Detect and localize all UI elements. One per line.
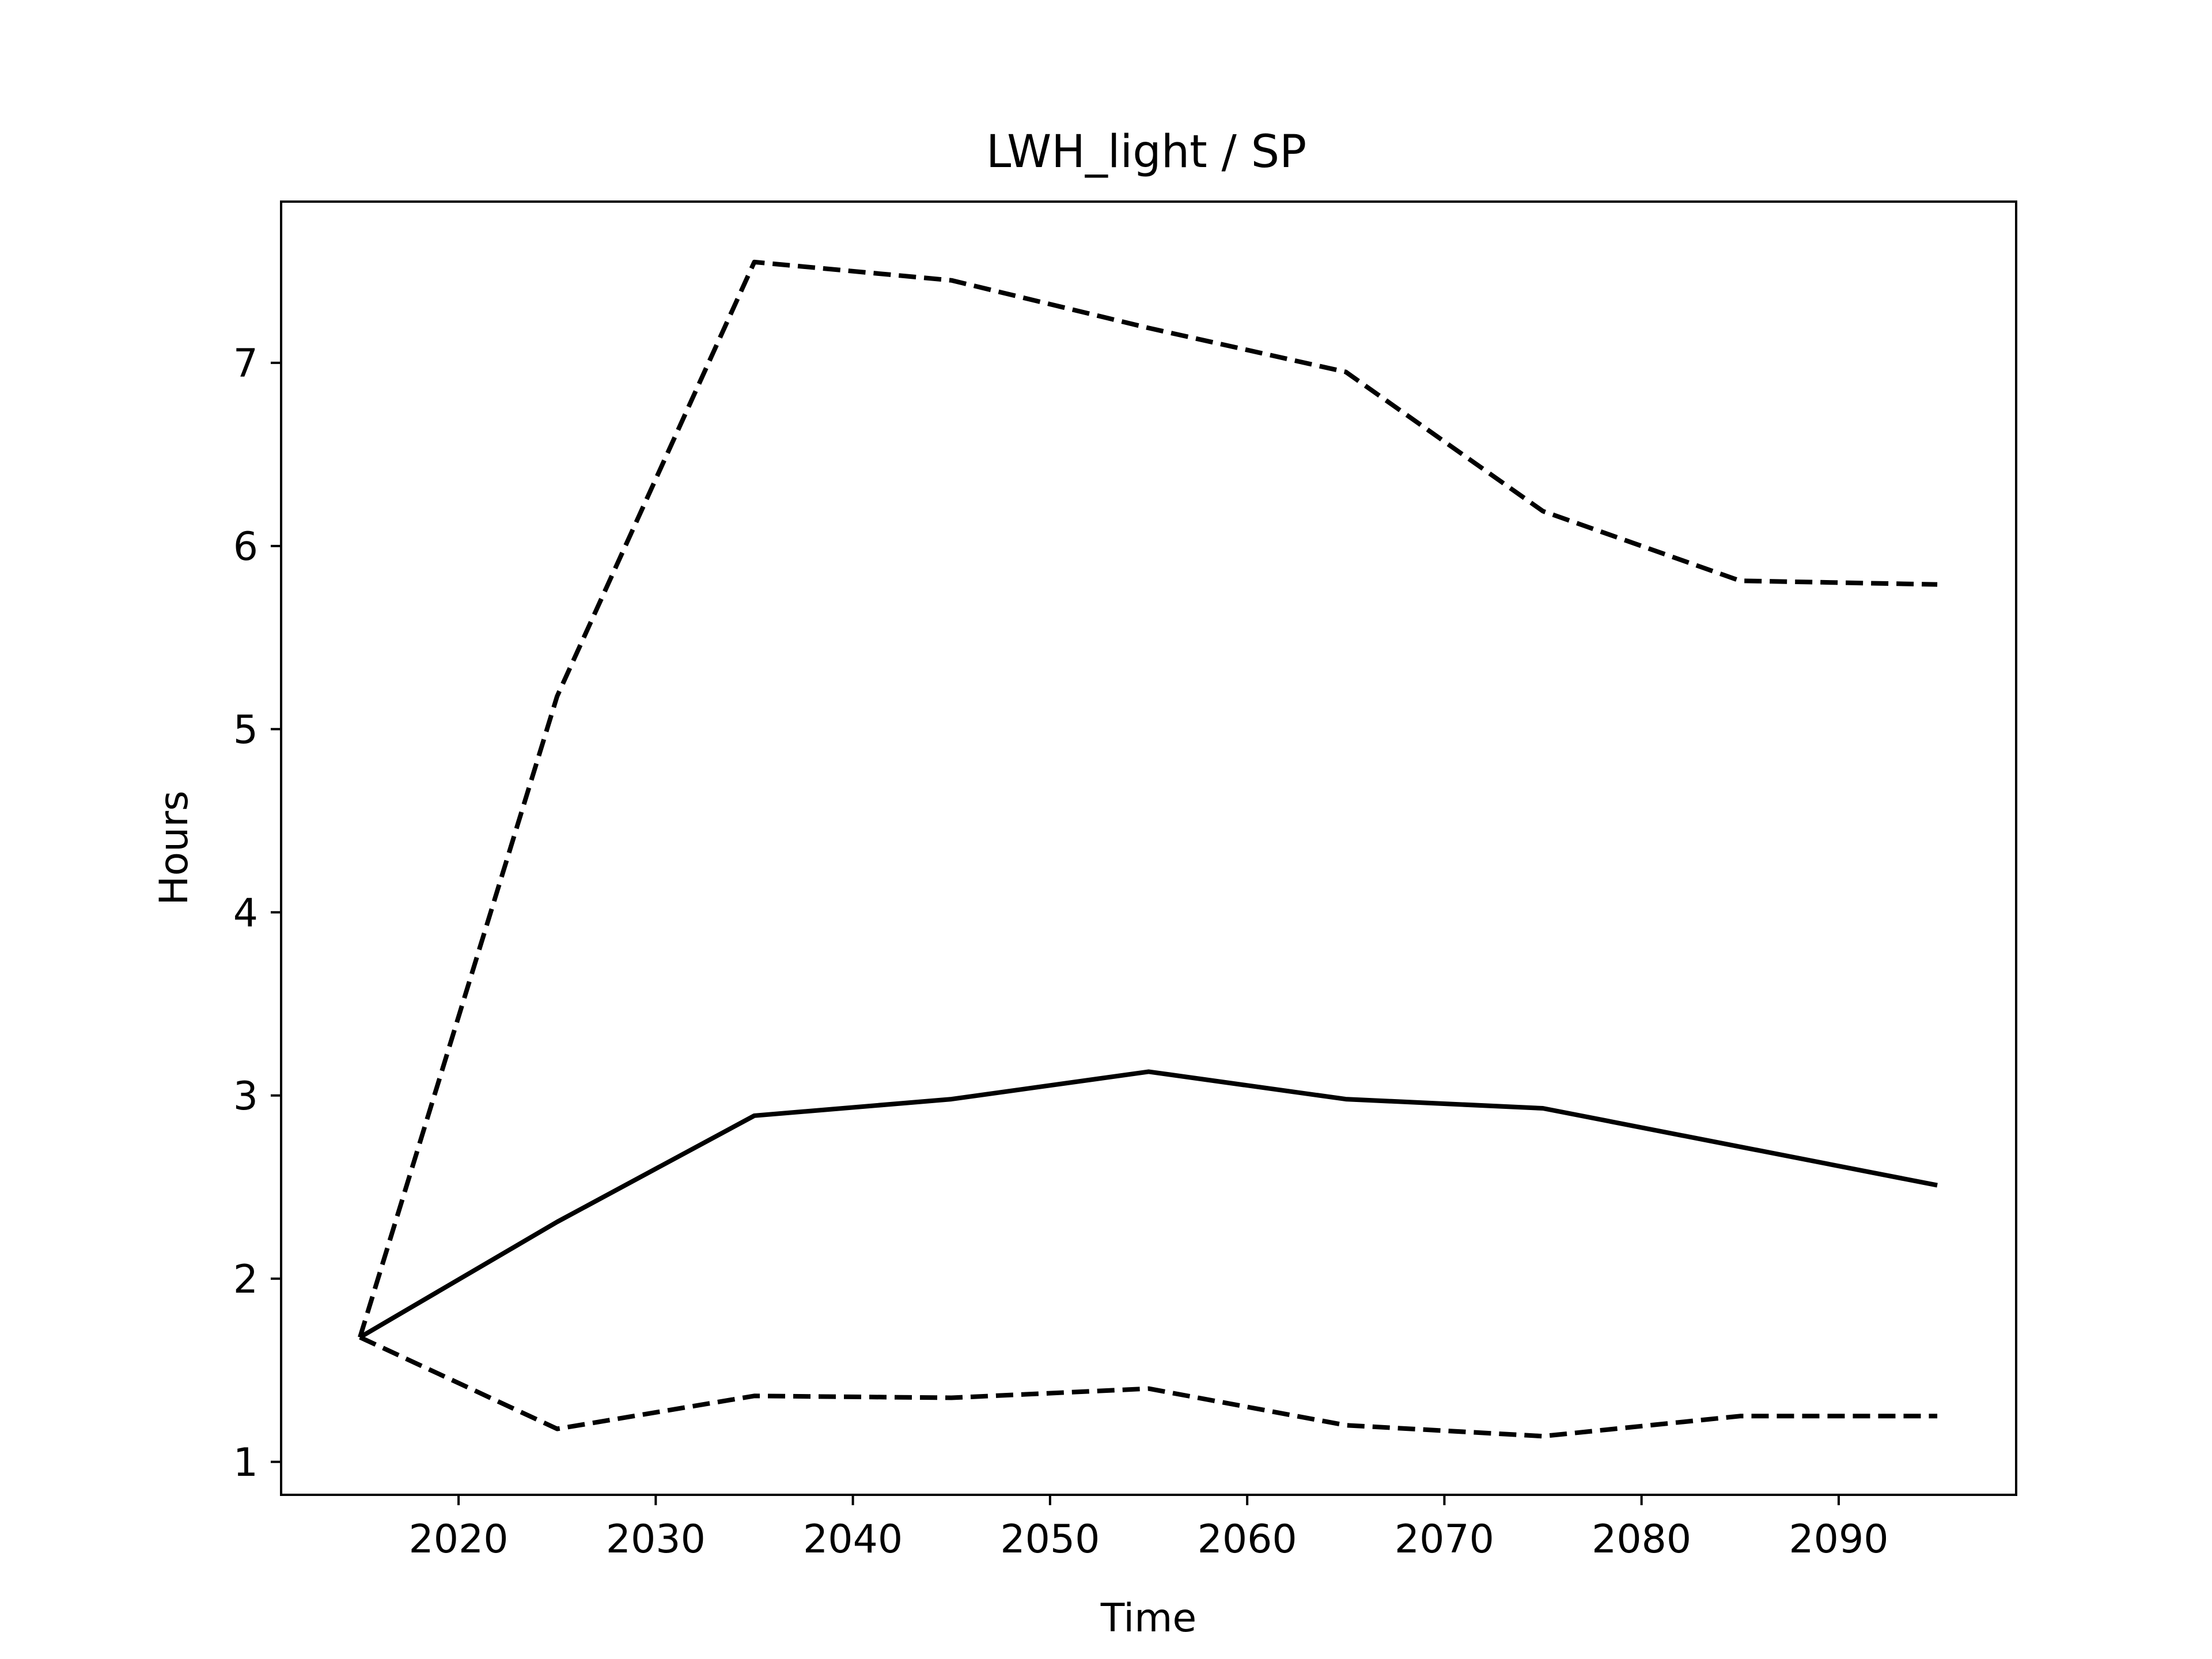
- x-tick-label: 2050: [1000, 1517, 1100, 1562]
- x-tick-label: 2040: [803, 1517, 903, 1562]
- x-tick-label: 2030: [606, 1517, 706, 1562]
- x-tick-label: 2070: [1395, 1517, 1494, 1562]
- y-tick-label: 1: [233, 1440, 258, 1486]
- y-axis-label: Hours: [151, 790, 197, 905]
- series-line-1: [358, 1069, 1938, 1339]
- x-tick-label: 2060: [1198, 1517, 1297, 1562]
- series-line-2: [358, 259, 1938, 1338]
- y-tick-label: 2: [233, 1257, 258, 1302]
- series-layer: [358, 259, 1938, 1439]
- x-axis-label: Time: [1100, 1596, 1196, 1641]
- x-tick-label: 2080: [1592, 1517, 1691, 1562]
- y-tick-label: 4: [233, 891, 258, 936]
- y-axis-ticks: 1 2 3 4 5 6 7: [233, 341, 281, 1486]
- plot-frame: [280, 200, 2017, 1496]
- y-tick-label: 5: [233, 707, 258, 753]
- series-line-3: [359, 1335, 1938, 1439]
- y-tick-label: 7: [233, 341, 258, 387]
- y-tick-label: 3: [233, 1074, 258, 1119]
- y-tick-label: 6: [233, 524, 258, 570]
- x-tick-label: 2020: [409, 1517, 509, 1562]
- x-tick-label: 2090: [1789, 1517, 1888, 1562]
- x-axis-ticks: 2020 2030 2040 2050 2060 2070 2080 2090: [409, 1495, 1888, 1562]
- chart-title: LWH_light / SP: [986, 126, 1306, 178]
